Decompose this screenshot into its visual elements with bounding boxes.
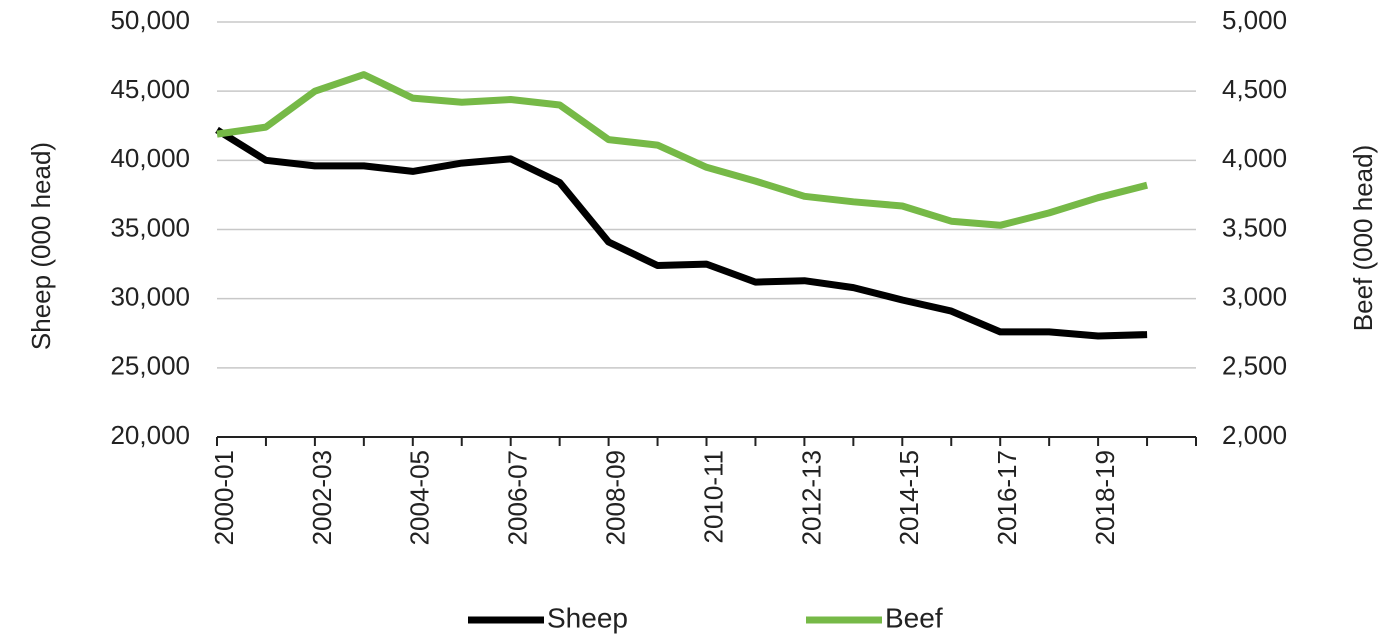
legend-item-beef: Beef: [806, 602, 943, 633]
right-tick-label: 2,000: [1222, 420, 1287, 450]
x-tick-label: 2010-11: [698, 450, 728, 544]
left-tick-label: 35,000: [110, 212, 190, 242]
x-tick-label: 2000-01: [209, 450, 239, 545]
x-tick-label: 2014-15: [894, 450, 924, 545]
right-tick-label: 5,000: [1222, 5, 1287, 35]
left-tick-label: 45,000: [110, 74, 190, 104]
series-line-beef: [216, 71, 1148, 229]
x-tick-label: 2006-07: [503, 450, 533, 545]
left-tick-label: 30,000: [110, 282, 190, 312]
right-y-axis-ticks: 2,000 2,500 3,000 3,500 4,000 4,500 5,000: [1222, 5, 1287, 450]
series-lines: [215, 71, 1148, 340]
left-tick-label: 25,000: [110, 351, 190, 381]
x-tick-label: 2004-05: [405, 450, 435, 545]
right-tick-label: 3,500: [1222, 212, 1287, 242]
x-tick-label: 2016-17: [992, 450, 1022, 545]
right-tick-label: 4,000: [1222, 143, 1287, 173]
series-line-sheep: [215, 126, 1148, 340]
left-tick-label: 50,000: [110, 5, 190, 35]
left-axis-title: Sheep (000 head): [26, 142, 56, 350]
left-tick-label: 40,000: [110, 143, 190, 173]
right-tick-label: 4,500: [1222, 74, 1287, 104]
left-y-axis-ticks: 20,000 25,000 30,000 35,000 40,000 45,000 50,0…: [110, 5, 190, 450]
right-tick-label: 3,000: [1222, 282, 1287, 312]
x-tick-label: 2008-09: [600, 450, 630, 545]
axes: [216, 436, 1197, 446]
legend-label-beef: Beef: [885, 602, 943, 633]
x-tick-label: 2002-03: [307, 450, 337, 545]
right-axis-title: Beef (000 head): [1348, 145, 1378, 331]
right-tick-label: 2,500: [1222, 351, 1287, 381]
x-axis-ticks: 2000-01 2002-03 2004-05 2006-07 2008-09 2010-…: [209, 450, 1120, 545]
x-tick-label: 2018-19: [1090, 450, 1120, 545]
gridlines: [217, 21, 1196, 369]
legend-item-sheep: Sheep: [468, 602, 628, 633]
legend: Sheep Beef: [468, 602, 943, 633]
legend-label-sheep: Sheep: [547, 602, 628, 633]
x-tick-label: 2012-13: [796, 450, 826, 545]
left-tick-label: 20,000: [110, 420, 190, 450]
